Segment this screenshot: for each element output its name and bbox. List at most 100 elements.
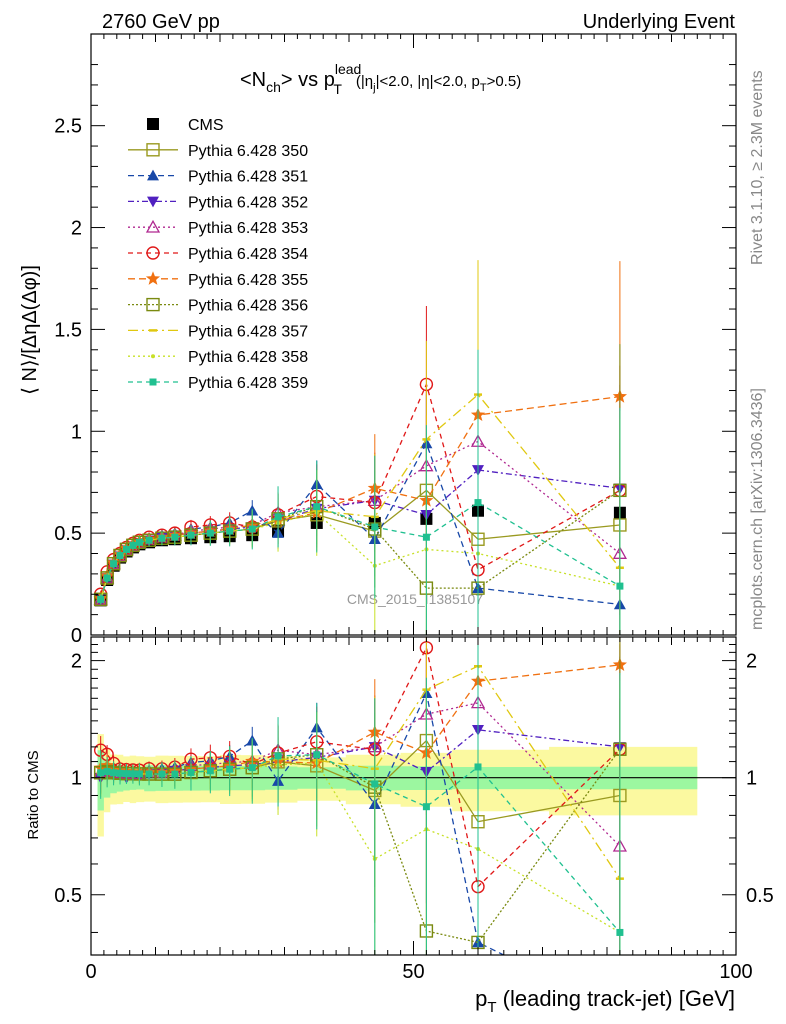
legend-item-1: Pythia 6.428 350 xyxy=(128,143,308,160)
legend-label-6: Pythia 6.428 355 xyxy=(188,272,308,289)
watermark: CMS_2015_I1385107 xyxy=(347,591,483,607)
series-10-ratio-point-8 xyxy=(158,770,166,778)
series-10-ratio-point-12 xyxy=(226,765,234,773)
chart-title: <Nch> vs plead T (|ηj|<2.0, |η|<2.0, pT>0.… xyxy=(240,61,521,97)
series-10-ratio-point-6-shape xyxy=(135,770,143,778)
header-right: Underlying Event xyxy=(583,11,736,33)
title-part-cuts-b: |<2.0, |η|<2.0, p xyxy=(376,73,480,90)
series-10-ratio xyxy=(97,637,624,955)
series-10-point-17 xyxy=(422,533,430,541)
y-tick-label-4: 2 xyxy=(71,218,82,240)
series-10-point-14-shape xyxy=(274,513,282,521)
series-10-point-13-shape xyxy=(248,525,256,533)
y-tick-label-0: 0 xyxy=(71,625,82,647)
series-10-point-18-shape xyxy=(474,499,482,507)
series-10-point-5-shape xyxy=(129,541,137,549)
series-10-ratio-point-12-shape xyxy=(226,765,234,773)
y-tick-label-5: 2.5 xyxy=(54,116,82,138)
x-axis-label: pT (leading track-jet) [GeV] xyxy=(475,986,735,1016)
title-part-cuts-a: (|η xyxy=(356,73,373,90)
legend-item-2: Pythia 6.428 351 xyxy=(128,169,308,186)
series-10-ratio-point-10-shape xyxy=(187,768,195,776)
series-10-point-11 xyxy=(206,529,214,537)
series-10-point-16-shape xyxy=(371,523,379,531)
legend-item-9: Pythia 6.428 358 xyxy=(128,349,308,366)
title-part-main: <N xyxy=(240,69,266,91)
title-part-main-sub: ch xyxy=(266,79,281,95)
title-part-cuts-b-sub: T xyxy=(480,82,487,94)
series-10-ratio-point-13 xyxy=(248,764,256,772)
series-10-point-12 xyxy=(226,527,234,535)
series-10-point-19 xyxy=(616,582,624,590)
series-4-line xyxy=(100,440,621,600)
series-10-ratio-point-9-shape xyxy=(171,770,179,778)
series-10-point-14 xyxy=(274,513,282,521)
legend-marker-7-shape xyxy=(146,297,160,312)
legend-marker-0 xyxy=(147,118,159,130)
y-axis-label: ⟨ N⟩/[ΔηΔ(Δφ)] xyxy=(19,265,41,395)
series-10-ratio-point-5 xyxy=(129,770,137,778)
series-10-ratio-point-9 xyxy=(171,770,179,778)
series-10-ratio-point-19 xyxy=(616,928,624,936)
series-10-point-5 xyxy=(129,541,137,549)
legend-marker-3 xyxy=(147,196,159,208)
series-10-ratio-point-14-shape xyxy=(274,752,282,760)
series-7-point-1 xyxy=(100,571,114,585)
series-7-point-1-shape xyxy=(100,571,114,585)
legend-label-0: CMS xyxy=(188,117,224,134)
series-10-point-8-shape xyxy=(158,534,166,542)
y-tick-label-3: 1.5 xyxy=(54,319,82,341)
title-part-p-sup: lead xyxy=(335,61,361,77)
series-10-ratio-point-3-shape xyxy=(116,769,124,777)
series-10-ratio-point-1 xyxy=(103,768,111,776)
legend-marker-2-shape xyxy=(147,169,159,181)
series-10-ratio-point-8-shape xyxy=(158,770,166,778)
series-10-point-6 xyxy=(135,538,143,546)
legend-item-5: Pythia 6.428 354 xyxy=(128,246,308,263)
legend-item-3: Pythia 6.428 352 xyxy=(128,194,308,211)
series-10-point-3 xyxy=(116,552,124,560)
series-10-point-7 xyxy=(145,536,153,544)
ratio-panel-series xyxy=(93,637,628,955)
legend-marker-10 xyxy=(149,378,157,386)
series-10-point-4-shape xyxy=(122,545,130,553)
series-10-point-17-shape xyxy=(422,533,430,541)
series-10-ratio-point-19-shape xyxy=(616,928,624,936)
series-10-ratio-point-0-shape xyxy=(97,769,105,777)
side-label-top: Rivet 3.1.10, ≥ 2.3M events xyxy=(749,70,766,265)
legend-item-4: Pythia 6.428 353 xyxy=(128,219,308,237)
side-label-bottom: mcplots.cern.ch [arXiv:1306.3436] xyxy=(749,388,766,630)
series-10-point-6-shape xyxy=(135,538,143,546)
ratio-y-axis-label: Ratio to CMS xyxy=(25,750,42,839)
series-10-ratio-point-16-shape xyxy=(371,780,379,788)
series-10-ratio-point-17-shape xyxy=(422,803,430,811)
legend-marker-4 xyxy=(145,219,161,233)
legend-marker-3-shape xyxy=(147,196,159,208)
x-axis-label-rest: (leading track-jet) [GeV] xyxy=(497,986,735,1011)
legend-item-6: Pythia 6.428 355 xyxy=(128,271,308,289)
series-10-point-16 xyxy=(371,523,379,531)
series-10-ratio-point-18-shape xyxy=(474,763,482,771)
series-10-point-19-shape xyxy=(616,582,624,590)
legend: CMS Pythia 6.428 350 Pythia 6.428 351 Pythi… xyxy=(128,117,308,392)
series-layer xyxy=(93,260,628,955)
x-tick-label-1: 50 xyxy=(402,961,424,983)
series-7-point-0 xyxy=(93,592,108,607)
series-10-ratio-point-1-shape xyxy=(103,768,111,776)
series-10-point-10 xyxy=(187,531,195,539)
series-10-ratio-point-4-shape xyxy=(122,770,130,778)
legend-marker-5-shape xyxy=(146,246,160,260)
ratio-tick-label-left-2: 2 xyxy=(71,651,82,673)
axes-layer: 0 50 100 0 0.5 1 1.5 2 2.5 0.5 0.5 1 1 2 2 xyxy=(54,33,774,983)
series-10-point-9 xyxy=(171,533,179,541)
ratio-tick-label-left-0: 0.5 xyxy=(54,885,82,907)
legend-marker-9 xyxy=(151,354,155,359)
series-10-ratio-point-11-shape xyxy=(206,767,214,775)
series-10-ratio-point-2 xyxy=(110,769,118,777)
title-part-p-sub: T xyxy=(333,81,342,97)
series-10-ratio-point-3 xyxy=(116,769,124,777)
series-10-ratio-point-10 xyxy=(187,768,195,776)
series-7-point-0-shape xyxy=(93,592,108,607)
legend-label-5: Pythia 6.428 354 xyxy=(188,246,308,263)
legend-marker-2 xyxy=(147,169,159,181)
